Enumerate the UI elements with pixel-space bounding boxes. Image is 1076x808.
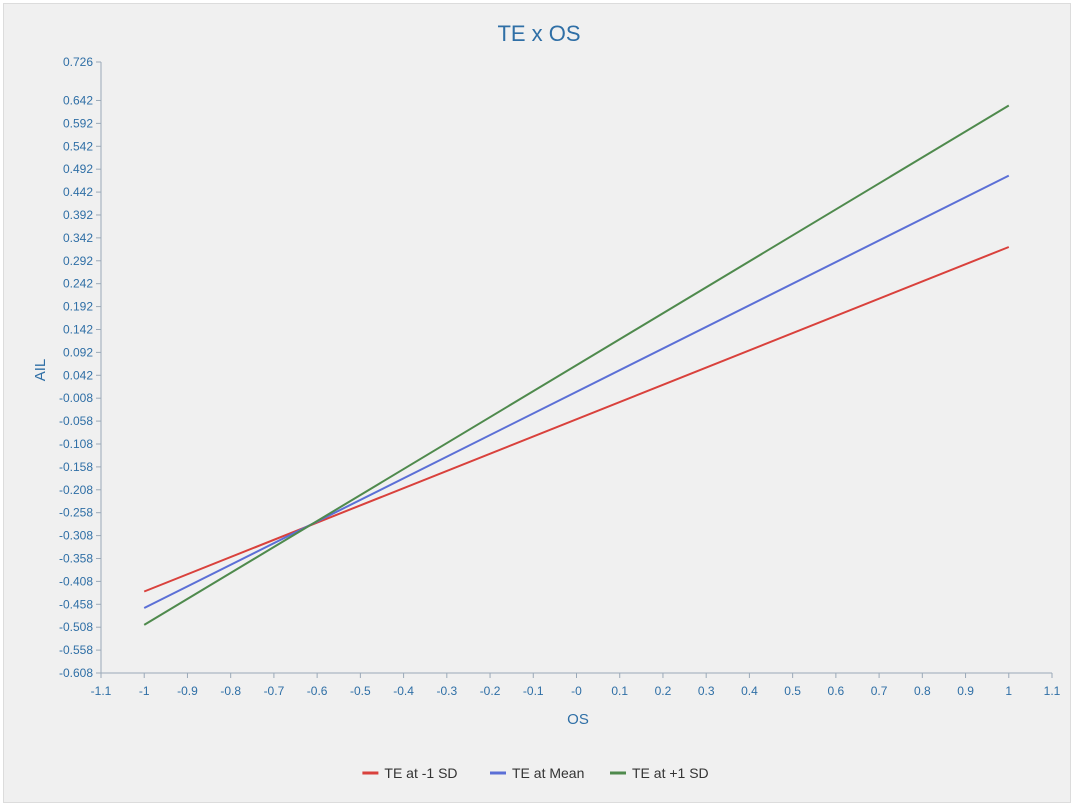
x-tick-label: -0.7 [264, 684, 285, 698]
y-tick-label: -0.308 [59, 529, 93, 543]
y-tick-label: 0.092 [63, 345, 93, 359]
x-tick-label: 0.6 [828, 684, 845, 698]
legend-entry: TE at -1 SD [384, 765, 457, 781]
y-tick-label: -0.258 [59, 506, 93, 520]
x-tick-label: -0.3 [436, 684, 457, 698]
x-tick-label: -1 [139, 684, 150, 698]
x-tick-label: -0.6 [307, 684, 328, 698]
series-line-2 [143, 104, 1010, 626]
x-tick-label: -0.8 [220, 684, 241, 698]
y-tick-label: 0.392 [63, 208, 93, 222]
x-tick-label: 0.2 [655, 684, 672, 698]
y-tick-label: -0.508 [59, 620, 93, 634]
x-tick-label: 1.1 [1044, 684, 1061, 698]
y-tick-label: 0.292 [63, 254, 93, 268]
x-tick-label: 0.5 [784, 684, 801, 698]
x-tick-label: 0.1 [611, 684, 628, 698]
series-lines [143, 104, 1010, 626]
y-tick-label: 0.492 [63, 162, 93, 176]
y-tick-label: 0.042 [63, 368, 93, 382]
x-tick-label: -0.9 [177, 684, 198, 698]
chart-title: TE x OS [497, 21, 580, 46]
chart-frame: TE x OS 0.726 0.642 0.592 0.542 0.492 0.442 0.… [3, 3, 1071, 803]
legend-entry: TE at Mean [512, 765, 584, 781]
x-tick-label: -0.1 [523, 684, 544, 698]
series-line-1 [143, 174, 1010, 609]
x-tick-label: -0.4 [393, 684, 414, 698]
x-tick-label: -0.2 [480, 684, 501, 698]
x-tick-label: -0.5 [350, 684, 371, 698]
y-tick-label: -0.008 [59, 391, 93, 405]
x-tick-label: -0 [571, 684, 582, 698]
y-tick-label: 0.342 [63, 231, 93, 245]
y-axis-title: AIL [32, 359, 49, 382]
y-tick-label: -0.608 [59, 666, 93, 680]
x-tick-label: 0.8 [914, 684, 931, 698]
x-axis-title: OS [567, 711, 589, 728]
y-tick-label: 0.592 [63, 116, 93, 130]
x-tick-label: 0.7 [871, 684, 888, 698]
legend-entry: TE at +1 SD [632, 765, 709, 781]
x-tick-label: -1.1 [91, 684, 112, 698]
y-tick-label: -0.108 [59, 437, 93, 451]
x-tick-label: 0.9 [957, 684, 974, 698]
y-tick-label: 0.442 [63, 185, 93, 199]
x-axis-ticks: -1.1 -1 -0.9 -0.8 -0.7 -0.6 -0.5 -0.4 -0.3 -0.2 -0… [91, 673, 1061, 698]
y-tick-label: 0.142 [63, 322, 93, 336]
series-line-0 [143, 246, 1010, 593]
y-tick-label: -0.358 [59, 551, 93, 565]
y-tick-label: -0.208 [59, 483, 93, 497]
y-tick-label: -0.408 [59, 574, 93, 588]
y-tick-label: 0.242 [63, 277, 93, 291]
x-tick-label: 0.3 [698, 684, 715, 698]
x-tick-label: 0.4 [741, 684, 758, 698]
y-tick-label: -0.058 [59, 414, 93, 428]
x-tick-label: 1 [1005, 684, 1012, 698]
y-tick-label: 0.726 [63, 55, 93, 69]
y-tick-label: 0.192 [63, 300, 93, 314]
chart: TE x OS 0.7260.6420.5920.5420.4920.4420.… [32, 21, 1061, 781]
legend: TE at -1 SD TE at Mean TE at +1 SD [362, 765, 709, 781]
y-tick-label: -0.558 [59, 643, 93, 657]
y-tick-label: 0.642 [63, 93, 93, 107]
y-axis-ticks: 0.726 0.642 0.592 0.542 0.492 0.442 0.392 0.342… [59, 55, 101, 680]
y-tick-label: 0.542 [63, 139, 93, 153]
y-tick-label: -0.158 [59, 460, 93, 474]
y-tick-label: -0.458 [59, 597, 93, 611]
